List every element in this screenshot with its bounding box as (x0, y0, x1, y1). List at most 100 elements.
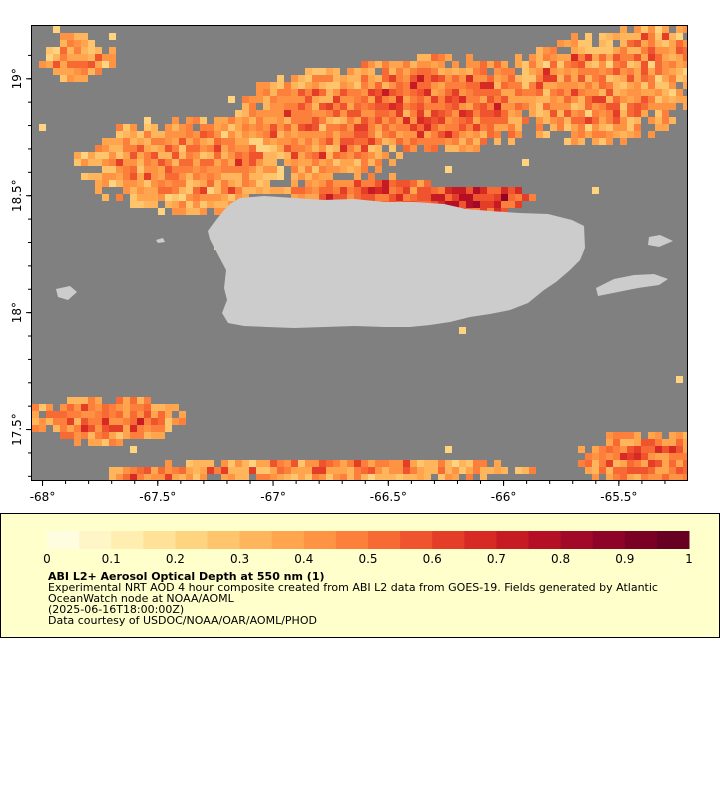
aod-pixel (466, 474, 473, 480)
aod-pixel (116, 404, 123, 411)
aod-pixel (109, 152, 116, 159)
aod-pixel (445, 187, 452, 194)
aod-pixel (228, 145, 235, 152)
aod-pixel (137, 194, 144, 201)
aod-pixel (270, 96, 277, 103)
aod-pixel (361, 152, 368, 159)
aod-pixel (60, 54, 67, 61)
aod-pixel (620, 96, 627, 103)
aod-pixel (585, 75, 592, 82)
aod-pixel (298, 166, 305, 173)
aod-pixel (494, 187, 501, 194)
aod-pixel (585, 117, 592, 124)
aod-pixel (536, 131, 543, 138)
aod-pixel (536, 96, 543, 103)
aod-pixel (144, 467, 151, 474)
aod-pixel (291, 131, 298, 138)
aod-pixel (305, 159, 312, 166)
aod-pixel (655, 124, 662, 131)
aod-pixel (319, 103, 326, 110)
aod-pixel (620, 47, 627, 54)
aod-pixel (627, 131, 634, 138)
aod-pixel (592, 117, 599, 124)
aod-pixel (613, 446, 620, 453)
aod-pixel (270, 82, 277, 89)
aod-pixel (333, 96, 340, 103)
aod-pixel (522, 96, 529, 103)
aod-pixel (606, 68, 613, 75)
aod-pixel (494, 110, 501, 117)
aod-pixel (550, 68, 557, 75)
aod-pixel (242, 460, 249, 467)
aod-pixel (368, 187, 375, 194)
aod-pixel (144, 404, 151, 411)
aod-pixel (291, 152, 298, 159)
aod-pixel (179, 418, 186, 425)
aod-pixel (683, 96, 687, 103)
aod-pixel (466, 103, 473, 110)
aod-pixel (648, 439, 655, 446)
aod-pixel (270, 89, 277, 96)
aod-pixel (368, 103, 375, 110)
aod-pixel (284, 145, 291, 152)
aod-pixel (123, 474, 130, 480)
aod-pixel (389, 173, 396, 180)
aod-pixel (522, 89, 529, 96)
aod-pixel (172, 404, 179, 411)
aod-pixel (508, 110, 515, 117)
aod-pixel (683, 61, 687, 68)
aod-pixel (389, 75, 396, 82)
aod-pixel (214, 117, 221, 124)
aod-pixel (116, 124, 123, 131)
aod-pixel (508, 103, 515, 110)
aod-pixel (298, 467, 305, 474)
aod-pixel (487, 124, 494, 131)
aod-pixel (347, 474, 354, 480)
lat-tick-label: 17.5° (10, 413, 24, 446)
aod-pixel (543, 54, 550, 61)
aod-pixel (102, 54, 109, 61)
aod-pixel (571, 103, 578, 110)
map-axes: -68° -67.5° -67° -66.5° -66° -65.5° 19°18.5°1… (10, 54, 666, 504)
aod-pixel (284, 460, 291, 467)
aod-pixel (431, 82, 438, 89)
aod-pixel (592, 131, 599, 138)
aod-pixel (641, 33, 648, 40)
aod-pixel (137, 425, 144, 432)
aod-pixel (501, 124, 508, 131)
aod-pixel (648, 33, 655, 40)
aod-pixel (557, 54, 564, 61)
aod-pixel (480, 201, 487, 208)
aod-pixel (144, 131, 151, 138)
aod-pixel (165, 145, 172, 152)
aod-pixel (578, 82, 585, 89)
aod-pixel (354, 110, 361, 117)
aod-pixel (291, 145, 298, 152)
lat-tick-label: 18° (10, 302, 24, 323)
aod-pixel (46, 61, 53, 68)
aod-pixel (592, 446, 599, 453)
lat-tick-label: 19° (10, 68, 24, 89)
aod-pixel (326, 124, 333, 131)
aod-pixel (641, 453, 648, 460)
aod-pixel (221, 460, 228, 467)
aod-pixel (613, 439, 620, 446)
aod-pixel (529, 75, 536, 82)
aod-pixel (634, 75, 641, 82)
aod-pixel (291, 110, 298, 117)
aod-pixel (515, 96, 522, 103)
aod-pixel (151, 474, 158, 480)
aod-pixel (319, 138, 326, 145)
aod-pixel (606, 446, 613, 453)
aod-pixel (634, 453, 641, 460)
aod-pixel (88, 411, 95, 418)
aod-pixel (459, 117, 466, 124)
aod-pixel (116, 152, 123, 159)
aod-pixel (263, 152, 270, 159)
aod-pixel (417, 110, 424, 117)
aod-pixel (487, 201, 494, 208)
aod-pixel (473, 96, 480, 103)
aod-pixel (571, 47, 578, 54)
aod-pixel (620, 131, 627, 138)
aod-pixel (95, 418, 102, 425)
